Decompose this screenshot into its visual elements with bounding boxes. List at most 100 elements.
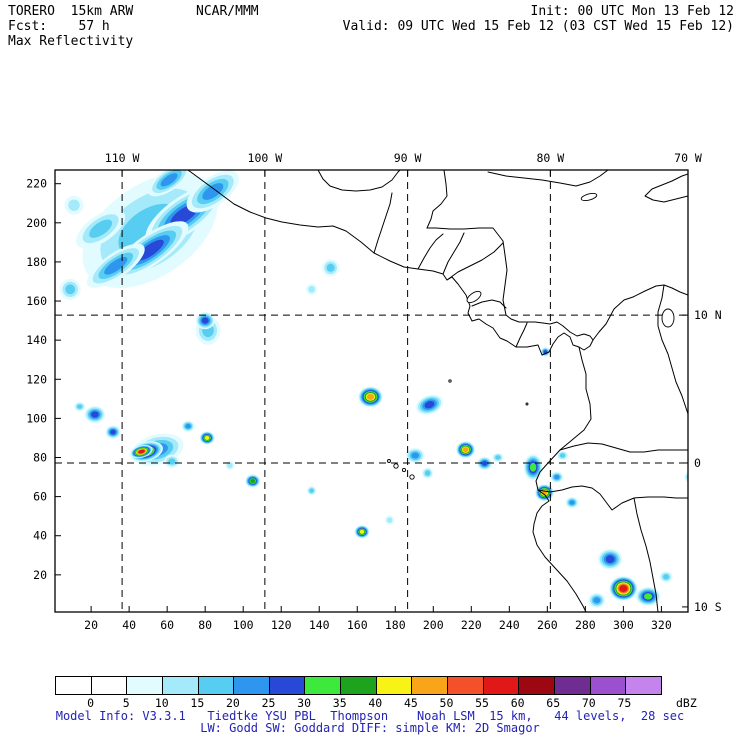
colorbar-cell — [519, 677, 555, 694]
country-borders — [373, 192, 688, 612]
colorbar-cell — [305, 677, 342, 694]
colorbar-tick-label: 0 — [87, 696, 95, 710]
lake-nicaragua — [466, 290, 482, 304]
y-axis-tick-label: 220 — [26, 177, 47, 191]
x-axis-tick-label: 260 — [537, 618, 558, 632]
echo-cell — [424, 470, 431, 476]
header-field-name: Max Reflectivity — [8, 34, 134, 49]
colorbar — [55, 676, 662, 695]
x-axis-tick-label: 180 — [385, 618, 406, 632]
y-axis-tick-label: 40 — [33, 529, 47, 543]
echo-cell — [136, 239, 164, 261]
x-axis-tick-label: 20 — [84, 618, 98, 632]
galapagos-island — [393, 463, 399, 469]
galapagos-island — [409, 474, 415, 480]
x-axis-tick-label: 60 — [160, 618, 174, 632]
echo-cell — [227, 462, 233, 469]
echo-cell — [201, 317, 209, 324]
x-axis-tick-label: 240 — [499, 618, 520, 632]
colorbar-cell — [448, 677, 484, 694]
coastline-caribbean — [426, 170, 594, 351]
galapagos-island — [401, 467, 407, 473]
x-axis-tick-label: 100 — [233, 618, 254, 632]
echo-cell — [462, 447, 469, 453]
y-axis-tick-label: 60 — [33, 490, 47, 504]
colorbar-tick-label: 65 — [546, 696, 561, 710]
echo-cell — [569, 500, 575, 505]
reflectivity-echo-layer — [59, 170, 688, 608]
colorbar-tick-label: 15 — [190, 696, 205, 710]
x-axis-tick-label: 320 — [651, 618, 672, 632]
colorbar-tick-label: 40 — [368, 696, 383, 710]
echo-cell — [495, 455, 501, 460]
y-axis-tick-label: 140 — [26, 333, 47, 347]
echo-cell — [359, 529, 365, 534]
colorbar-cell — [162, 677, 199, 694]
colorbar-unit: dBZ — [676, 696, 697, 710]
echo-cell — [605, 555, 615, 563]
echo-cell — [68, 199, 80, 211]
galapagos-island — [387, 459, 391, 463]
coastline-layer — [187, 170, 688, 612]
lon-label-90w: 90 W — [393, 151, 422, 165]
colorbar-cell — [91, 677, 128, 694]
header-center-name: NCAR/MMM — [196, 4, 259, 19]
coastline-hispaniola — [644, 173, 688, 203]
colorbar-cell — [626, 677, 661, 694]
header-valid-time: Valid: 09 UTC Wed 15 Feb 12 (03 CST Wed … — [342, 19, 734, 34]
header-model-name: TORERO 15km ARW — [8, 4, 134, 19]
y-axis-tick-label: 200 — [26, 216, 47, 230]
jamaica-island — [580, 192, 598, 202]
echo-cell — [593, 597, 601, 604]
echo-cell — [91, 411, 99, 418]
echo-cell — [411, 452, 420, 459]
echo-cell — [424, 401, 435, 409]
colorbar-cell — [198, 677, 235, 694]
echo-cell — [89, 219, 113, 238]
colorbar-cell — [56, 677, 92, 694]
colorbar-tick-label: 55 — [475, 696, 489, 710]
lat-label-10n: 10 N — [694, 308, 722, 323]
header-forecast-hour: Fcst: 57 h — [8, 19, 110, 34]
coastline-campeche — [317, 170, 401, 192]
lat-label-10s: 10 S — [694, 599, 722, 614]
echo-cell — [204, 435, 210, 440]
coastline-colombia-caribbean — [592, 284, 688, 341]
colorbar-cell — [341, 677, 377, 694]
y-axis-tick-label: 100 — [26, 411, 47, 425]
echo-cell — [308, 285, 315, 293]
echo-cell — [104, 256, 128, 275]
x-axis-tick-label: 200 — [423, 618, 444, 632]
x-axis-tick-label: 280 — [575, 618, 596, 632]
colorbar-tick-label: 45 — [403, 696, 418, 710]
x-axis-tick-label: 40 — [122, 618, 136, 632]
echo-cell — [386, 517, 393, 523]
x-axis-tick-label: 120 — [271, 618, 292, 632]
echo-cell — [529, 462, 537, 472]
axis-tick-layer: 20 40 60 80 100 120 140 160 180 200 220 240 260 280 30… — [26, 177, 672, 632]
y-axis-tick-label: 120 — [26, 372, 47, 386]
colorbar-tick-label: 10 — [154, 696, 169, 710]
echo-cell — [644, 593, 653, 600]
lon-label-80w: 80 W — [536, 151, 565, 165]
colorbar-cell — [127, 677, 163, 694]
malpelo-island — [525, 402, 529, 406]
echo-cell — [65, 284, 76, 295]
colorbar-tick-label: 30 — [297, 696, 312, 710]
colorbar-cell — [483, 677, 520, 694]
lat-label-eq: 0 — [694, 455, 701, 470]
echo-cell — [559, 453, 566, 458]
echo-cell — [366, 393, 375, 400]
lon-label-70w: 70 W — [674, 151, 702, 165]
colorbar-tick-label: 25 — [261, 696, 276, 710]
cocos-island — [448, 379, 452, 383]
colorbar-cell — [412, 677, 449, 694]
model-info-line-1: Model Info: V3.3.1 Tiedtke YSU PBL Thomp… — [55, 709, 685, 723]
echo-cell — [77, 404, 83, 409]
y-axis-tick-label: 80 — [33, 450, 47, 464]
colorbar-cell — [554, 677, 591, 694]
colorbar-tick-label: 35 — [332, 696, 347, 710]
echo-cell — [685, 473, 688, 481]
echo-cell — [185, 423, 191, 429]
header-init-time: Init: 00 UTC Mon 13 Feb 12 — [530, 4, 735, 19]
